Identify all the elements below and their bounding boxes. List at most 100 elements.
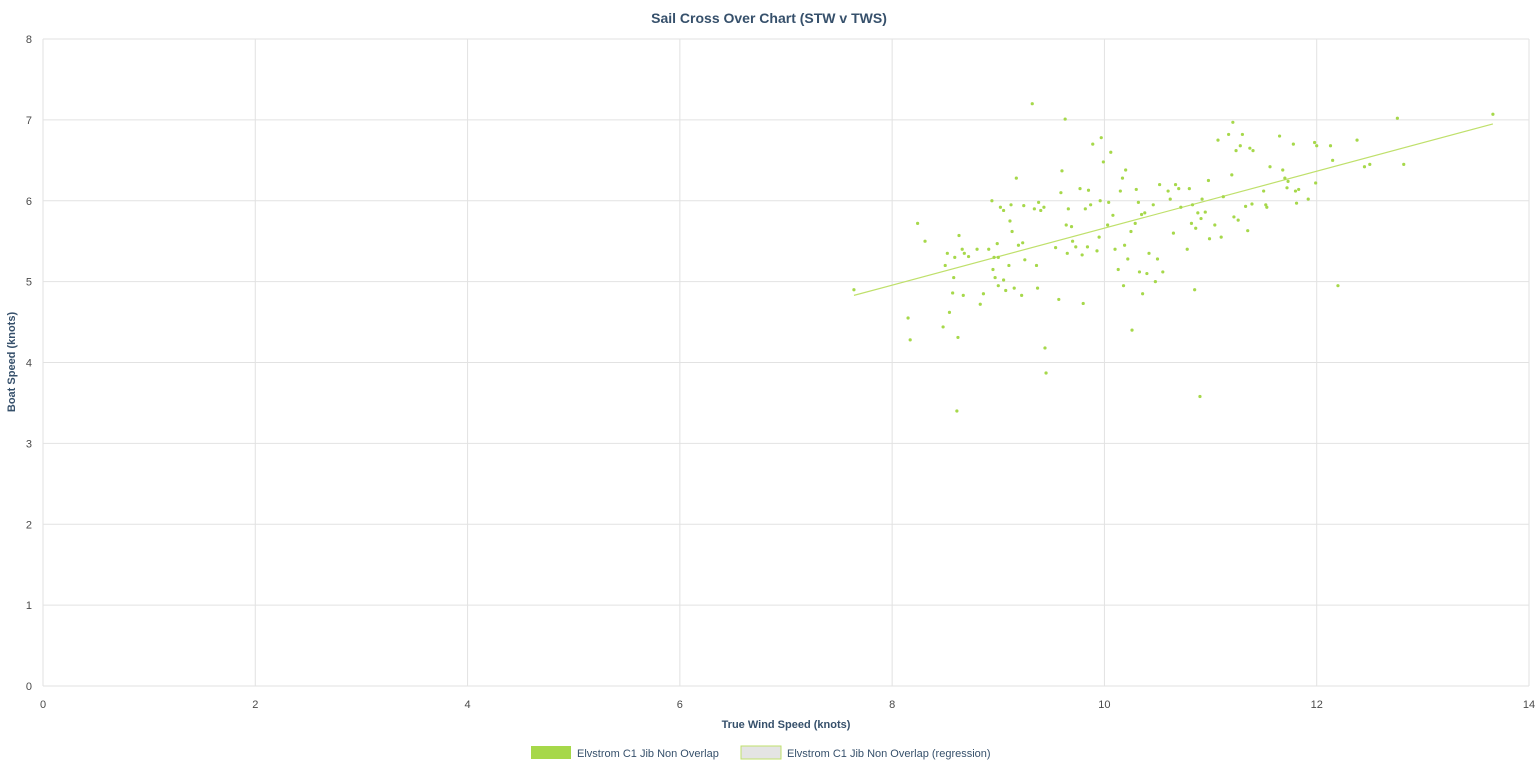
scatter-point (1189, 221, 1194, 225)
scatter-point (1133, 221, 1137, 225)
scatter-point (1213, 223, 1217, 227)
scatter-point (1185, 247, 1189, 251)
scatter-point (916, 221, 920, 225)
scatter-series (852, 102, 1495, 413)
grid-lines (42, 38, 1530, 687)
scatter-point (1065, 251, 1069, 255)
scatter-point (1042, 205, 1046, 209)
legend-swatch-regression (740, 745, 782, 760)
scatter-point (852, 288, 856, 292)
scatter-point (1010, 229, 1014, 234)
scatter-point (1234, 149, 1238, 153)
scatter-point (1243, 204, 1248, 209)
scatter-point (1118, 189, 1122, 193)
scatter-point (1246, 229, 1250, 233)
scatter-point (987, 247, 991, 251)
scatter-point (1238, 144, 1242, 148)
scatter-point (1216, 138, 1220, 142)
scatter-point (1141, 292, 1145, 296)
scatter-point (1014, 176, 1018, 180)
scatter-point (1232, 215, 1236, 219)
scatter-point (1085, 245, 1090, 249)
x-tick-label: 12 (1311, 699, 1323, 711)
scatter-point (1283, 176, 1287, 180)
scatter-point (1035, 286, 1040, 290)
scatter-point (1001, 208, 1006, 213)
scatter-point (1200, 197, 1204, 201)
scatter-point (951, 291, 955, 295)
scatter-point (1124, 168, 1128, 172)
y-tick-label: 2 (26, 519, 32, 531)
scatter-point (941, 325, 945, 329)
scatter-point (923, 239, 927, 243)
scatter-point (1030, 102, 1034, 106)
scatter-point (1009, 203, 1013, 207)
scatter-point (955, 409, 959, 413)
scatter-point (996, 255, 1000, 259)
scatter-point (1161, 270, 1165, 274)
scatter-point (1190, 203, 1195, 207)
scatter-point (1306, 197, 1310, 201)
scatter-point (1130, 328, 1134, 332)
scatter-point (1070, 239, 1075, 243)
scatter-point (1022, 204, 1026, 208)
x-axis-ticks: 0 2 4 6 8 10 12 14 (40, 699, 1535, 711)
y-tick-label: 8 (26, 34, 32, 46)
scatter-point (1248, 146, 1252, 150)
scatter-point (1158, 182, 1162, 187)
scatter-point (1194, 226, 1198, 230)
scatter-point (1086, 188, 1091, 192)
scatter-point (1368, 162, 1372, 166)
scatter-point (1122, 243, 1127, 247)
scatter-point (1286, 179, 1290, 183)
scatter-point (1145, 271, 1149, 276)
scatter-point (1236, 218, 1240, 222)
y-tick-label: 3 (26, 438, 32, 450)
scatter-point (1265, 205, 1269, 209)
y-axis-ticks: 0 1 2 3 4 5 6 7 8 (26, 34, 32, 693)
scatter-point (1291, 142, 1295, 146)
scatter-point (990, 199, 994, 203)
scatter-point (1143, 211, 1147, 215)
scatter-point (1173, 182, 1178, 187)
scatter-point (1281, 168, 1285, 172)
scatter-point (1097, 235, 1101, 239)
scatter-point (961, 293, 965, 297)
scatter-point (960, 247, 964, 251)
scatter-point (1063, 117, 1067, 121)
x-tick-label: 8 (889, 699, 895, 711)
scatter-point (1251, 149, 1255, 153)
scatter-point (1008, 219, 1012, 223)
scatter-point (1336, 284, 1340, 288)
legend-item-regression[interactable]: Elvstrom C1 Jib Non Overlap (regression) (740, 745, 991, 760)
scatter-point (1120, 176, 1125, 180)
scatter-point (1032, 207, 1036, 211)
scatter-point (1054, 246, 1058, 250)
scatter-point (1491, 112, 1495, 116)
scatter-point (1074, 245, 1078, 249)
scatter-point (1312, 140, 1317, 145)
y-tick-label: 7 (26, 115, 32, 127)
scatter-point (947, 310, 952, 314)
scatter-point (1057, 297, 1061, 302)
scatter-point (1134, 187, 1138, 192)
regression-series (853, 123, 1494, 296)
scatter-point (957, 233, 961, 238)
legend-item-scatter[interactable]: Elvstrom C1 Jib Non Overlap (531, 746, 719, 760)
scatter-point (1168, 197, 1172, 201)
scatter-point (1264, 203, 1268, 207)
y-tick-label: 6 (26, 196, 32, 208)
y-tick-label: 5 (26, 277, 32, 289)
x-tick-label: 14 (1523, 699, 1535, 711)
scatter-point (991, 267, 995, 272)
scatter-point (1294, 201, 1299, 205)
scatter-point (1240, 132, 1245, 137)
scatter-point (1078, 187, 1082, 191)
scatter-point (1016, 243, 1021, 247)
scatter-point (1297, 187, 1301, 192)
scatter-point (1147, 251, 1151, 255)
scatter-point (1203, 210, 1207, 214)
scatter-point (1021, 241, 1025, 245)
scatter-point (1137, 270, 1142, 274)
